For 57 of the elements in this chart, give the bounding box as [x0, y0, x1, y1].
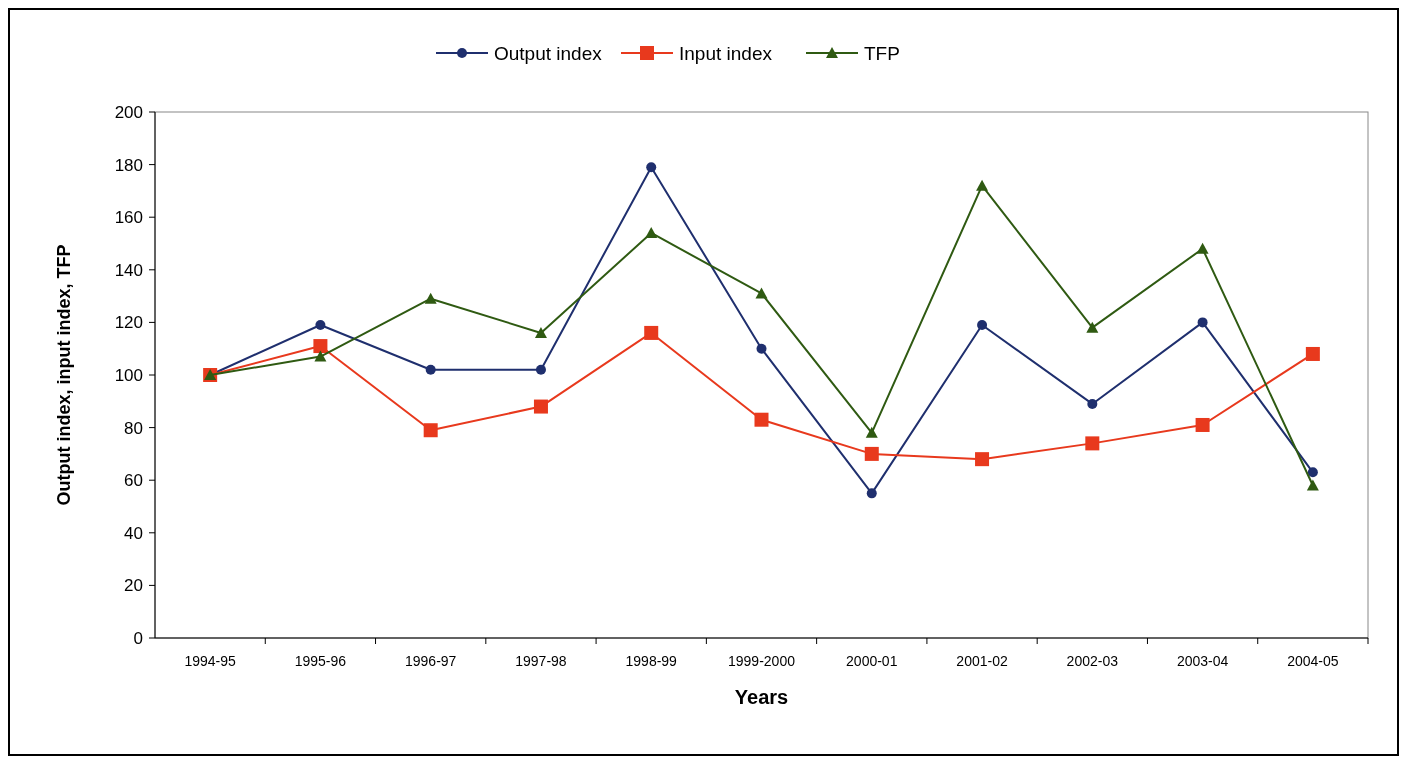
point: [755, 287, 768, 299]
x-tick-label: 2002-03: [1066, 653, 1119, 669]
point: [866, 488, 877, 499]
point: [1305, 346, 1320, 361]
y-tick-label: 200: [114, 102, 143, 122]
legend-label: Input index: [679, 42, 773, 64]
point: [975, 452, 990, 467]
point: [534, 326, 547, 338]
x-tick-label: 1995-96: [294, 653, 347, 669]
y-tick-label: 0: [133, 628, 143, 648]
x-tick-label: 2004-05: [1287, 653, 1339, 669]
point: [756, 343, 767, 354]
x-tick-label: 1997-98: [515, 653, 567, 669]
legend-label: Output index: [494, 42, 603, 64]
point: [1196, 242, 1209, 254]
point: [314, 350, 327, 362]
point: [1307, 467, 1318, 478]
point: [423, 423, 438, 438]
point: [1086, 321, 1099, 333]
point: [864, 446, 879, 461]
y-tick-label: 80: [124, 418, 143, 438]
x-tick-label: 2003-04: [1176, 653, 1229, 669]
y-tick-label: 100: [114, 365, 143, 385]
y-tick-label: 60: [124, 471, 143, 491]
x-axis-title: Years: [734, 686, 789, 708]
x-tick-label: 2000-01: [846, 653, 898, 669]
point: [1197, 317, 1208, 328]
point: [424, 292, 437, 304]
point: [1306, 479, 1319, 491]
point: [645, 226, 658, 238]
y-tick-label: 120: [114, 313, 143, 333]
y-tick-label: 180: [114, 155, 143, 175]
y-tick-label: 20: [124, 576, 143, 596]
point: [644, 325, 659, 340]
point: [865, 426, 878, 438]
point: [646, 162, 657, 173]
point: [1085, 436, 1100, 451]
x-tick-label: 1999-2000: [728, 653, 796, 669]
y-tick-label: 40: [124, 523, 143, 543]
point: [977, 320, 988, 331]
x-tick-label: 1994-95: [184, 653, 237, 669]
point: [1195, 417, 1210, 432]
point: [535, 364, 546, 375]
point: [976, 179, 989, 191]
x-tick-label: 2001-02: [956, 653, 1008, 669]
y-axis-title: Output index, input index, TFP: [54, 244, 74, 506]
point: [425, 364, 436, 375]
y-tick-label: 140: [114, 260, 143, 280]
x-tick-label: 1998-99: [625, 653, 678, 669]
legend-label: TFP: [864, 42, 900, 64]
y-tick-label: 160: [114, 208, 143, 228]
x-tick-label: 1996-97: [404, 653, 457, 669]
point: [315, 320, 326, 331]
point: [1087, 398, 1098, 409]
point: [533, 399, 548, 414]
point: [754, 412, 769, 427]
point: [313, 339, 328, 354]
